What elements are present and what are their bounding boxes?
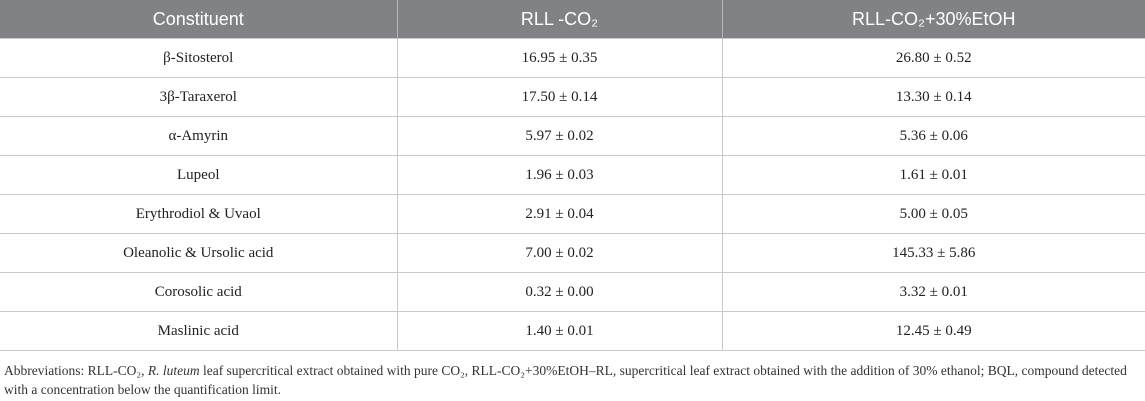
table-cell: 5.97 ± 0.02: [396, 116, 723, 156]
table-cell: 17.50 ± 0.14: [396, 77, 723, 117]
footnote: Abbreviations: RLL-CO₂, R. luteum leaf s…: [0, 351, 1145, 399]
table-cell: Lupeol: [0, 155, 398, 195]
table-cell: β-Sitosterol: [0, 38, 398, 78]
table-row: Erythrodiol & Uvaol 2.91 ± 0.04 5.00 ± 0.0…: [0, 194, 1145, 234]
table-cell: Corosolic acid: [0, 272, 398, 312]
table-row: α-Amyrin 5.97 ± 0.02 5.36 ± 0.06: [0, 116, 1145, 156]
table-cell: 1.40 ± 0.01: [396, 311, 723, 351]
table-cell: 12.45 ± 0.49: [721, 311, 1145, 351]
table-cell: 3.32 ± 0.01: [721, 272, 1145, 312]
table-row: Corosolic acid 0.32 ± 0.00 3.32 ± 0.01: [0, 272, 1145, 312]
table-row: β-Sitosterol 16.95 ± 0.35 26.80 ± 0.52: [0, 38, 1145, 78]
table-cell: 1.96 ± 0.03: [396, 155, 723, 195]
table-cell: α-Amyrin: [0, 116, 398, 156]
header-cell: RLL-CO₂+30%EtOH: [722, 0, 1145, 39]
table-cell: 16.95 ± 0.35: [396, 38, 723, 78]
table-cell: 0.32 ± 0.00: [396, 272, 723, 312]
table-cell: 2.91 ± 0.04: [396, 194, 723, 234]
table-row: 3β-Taraxerol 17.50 ± 0.14 13.30 ± 0.14: [0, 77, 1145, 117]
header-cell: Constituent: [0, 0, 398, 39]
table-row: Maslinic acid 1.40 ± 0.01 12.45 ± 0.49: [0, 311, 1145, 351]
footnote-text: leaf supercritical extract obtained with…: [4, 363, 1127, 397]
header-row: Constituent RLL -CO₂ RLL-CO₂+30%EtOH: [0, 0, 1145, 39]
table-cell: Maslinic acid: [0, 311, 398, 351]
header-cell: RLL -CO₂: [397, 0, 723, 39]
table-cell: 26.80 ± 0.52: [721, 38, 1145, 78]
table-cell: 5.36 ± 0.06: [721, 116, 1145, 156]
table-row: Oleanolic & Ursolic acid 7.00 ± 0.02 145.3…: [0, 233, 1145, 273]
table-cell: 7.00 ± 0.02: [396, 233, 723, 273]
table-cell: 3β-Taraxerol: [0, 77, 398, 117]
table-body: β-Sitosterol 16.95 ± 0.35 26.80 ± 0.52 3β-T…: [0, 38, 1145, 351]
table-cell: 13.30 ± 0.14: [721, 77, 1145, 117]
table-cell: 145.33 ± 5.86: [721, 233, 1145, 273]
table-cell: Oleanolic & Ursolic acid: [0, 233, 398, 273]
table-row: Lupeol 1.96 ± 0.03 1.61 ± 0.01: [0, 155, 1145, 195]
footnote-text: Abbreviations: RLL-CO₂,: [4, 363, 148, 378]
table-cell: Erythrodiol & Uvaol: [0, 194, 398, 234]
table-cell: 5.00 ± 0.05: [721, 194, 1145, 234]
footnote-text: R. luteum: [147, 363, 200, 378]
table-cell: 1.61 ± 0.01: [721, 155, 1145, 195]
data-table: Constituent RLL -CO₂ RLL-CO₂+30%EtOH β-Sit…: [0, 0, 1145, 351]
